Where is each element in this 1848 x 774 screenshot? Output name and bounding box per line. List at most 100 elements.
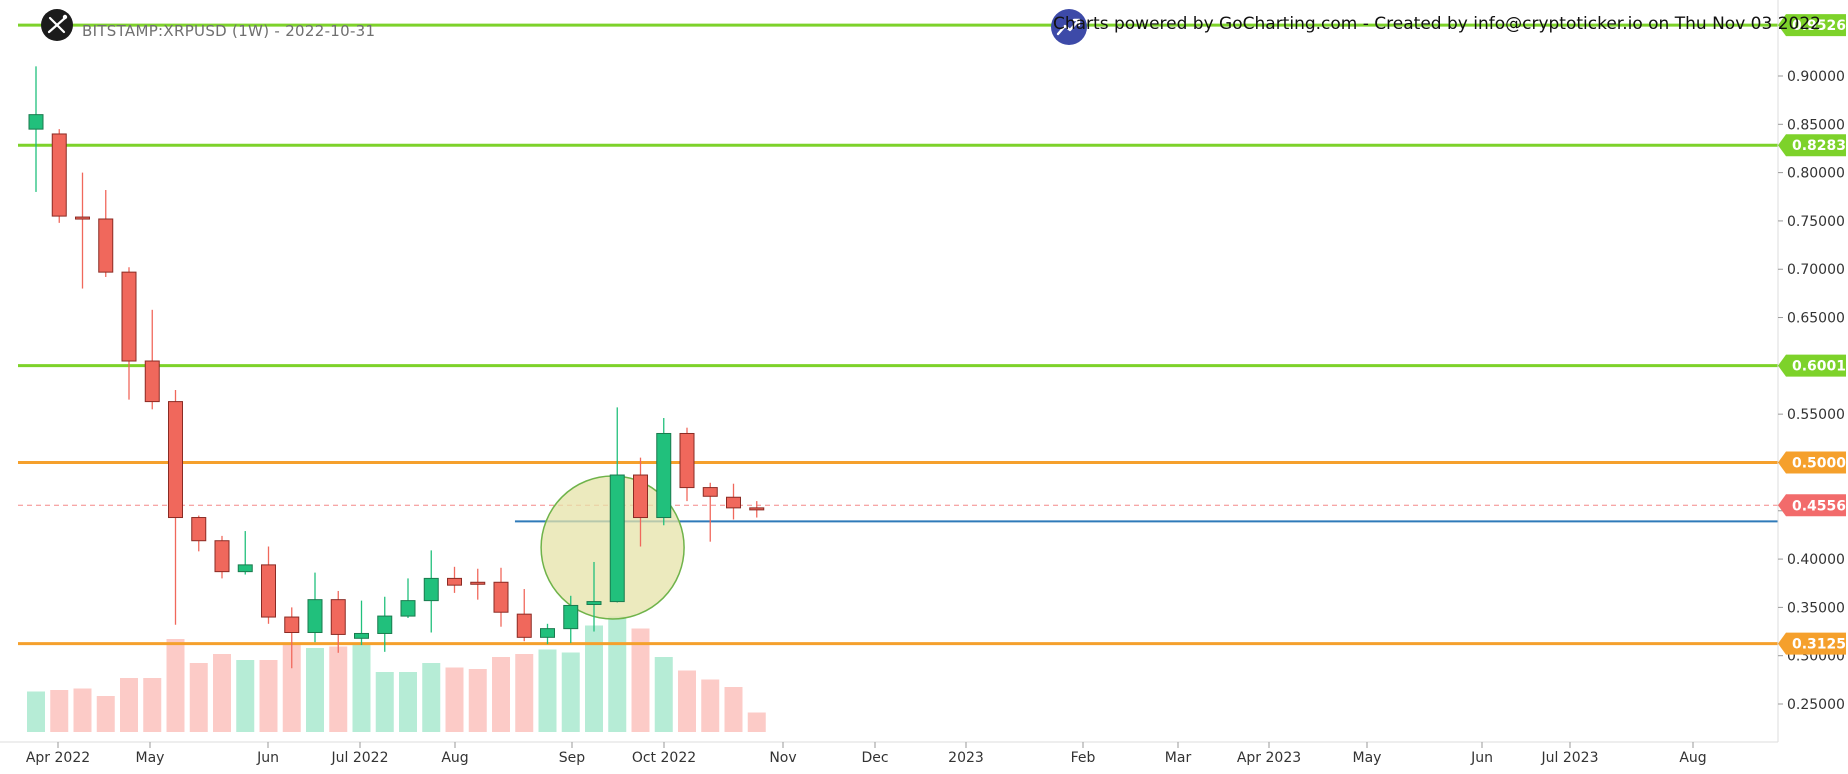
- candle-body: [28, 114, 44, 130]
- volume-bar: [96, 696, 115, 732]
- level-badge-shape: [1778, 451, 1846, 474]
- time-tick-label: Apr 2023: [1237, 750, 1301, 766]
- volume-bar: [50, 690, 69, 732]
- volume-bar: [352, 645, 371, 732]
- chart-credit: Charts powered by GoCharting.com - Creat…: [1053, 14, 1821, 34]
- candle-body: [400, 600, 416, 617]
- candle-body: [423, 577, 439, 602]
- volume-bar: [701, 679, 720, 732]
- candle-body: [307, 599, 323, 634]
- volume-bar: [654, 657, 673, 732]
- volume-bar: [678, 670, 696, 732]
- price-tick-label: 0.80000: [1787, 166, 1845, 182]
- time-axis: Apr 2022 May Jun Jul 2022 Aug Sep Oct 2022 Nov D…: [0, 741, 1778, 766]
- time-tick-label: Aug: [1679, 750, 1706, 766]
- candle-body: [586, 601, 602, 605]
- candle-body: [168, 401, 183, 519]
- time-tick-label: Jul 2023: [1541, 750, 1599, 766]
- gocharting-logo-icon: [41, 9, 73, 41]
- volume-bar: [724, 687, 743, 732]
- price-tick-label: 0.40000: [1787, 552, 1845, 568]
- volume-bar: [189, 663, 208, 732]
- candle-body: [354, 632, 369, 639]
- candle-body: [633, 474, 648, 519]
- time-tick-label: Nov: [769, 750, 796, 766]
- volume-bar: [73, 688, 92, 732]
- volume-bar: [585, 625, 603, 732]
- time-tick-label: Feb: [1071, 750, 1096, 766]
- candle-body: [330, 599, 346, 635]
- level-badge-shape: [1778, 14, 1846, 37]
- candle-body: [540, 628, 555, 638]
- volume-bar: [445, 667, 464, 732]
- volume-bar: [236, 660, 255, 732]
- time-tick-label: 2023: [948, 750, 984, 766]
- price-tick-label: 0.75000: [1787, 214, 1845, 230]
- level-badge-shape: [1778, 134, 1846, 157]
- time-tick-label: Apr 2022: [26, 750, 90, 766]
- candle-body: [214, 540, 230, 573]
- candle-body: [516, 613, 532, 638]
- last-price-badge-shape: [1778, 494, 1846, 517]
- volume-bar: [375, 672, 394, 732]
- time-tick-label: Mar: [1165, 750, 1192, 766]
- time-tick-label: Aug: [441, 750, 468, 766]
- candle-body: [98, 218, 114, 273]
- volume-bar: [282, 645, 301, 732]
- candle-body: [75, 216, 90, 220]
- candle-body: [191, 517, 207, 542]
- volume-bar: [468, 669, 487, 732]
- candle-body: [656, 432, 672, 519]
- volume-bar: [515, 654, 534, 732]
- volume-bar: [538, 649, 557, 732]
- candle-body: [237, 564, 253, 573]
- volume-bar: [143, 678, 162, 732]
- volume-bar: [561, 652, 580, 732]
- candle-body: [377, 615, 393, 634]
- volume-bar: [213, 654, 231, 732]
- time-tick-label: Jul 2022: [331, 750, 389, 766]
- candle-body: [679, 432, 695, 489]
- candle-body: [284, 616, 300, 634]
- price-tick-label: 0.85000: [1787, 117, 1845, 133]
- candle-body: [726, 496, 741, 509]
- price-tick-label: 0.90000: [1787, 69, 1845, 85]
- last-price-badge: 0.45568: [1792, 498, 1848, 514]
- trend-up-icon: [1051, 9, 1087, 45]
- volume-bar: [259, 660, 278, 732]
- time-tick-label: May: [136, 750, 165, 766]
- volume-bar: [329, 646, 348, 732]
- volume-bar: [120, 678, 138, 732]
- level-badge-shape: [1778, 354, 1846, 377]
- time-tick-label: Jun: [256, 750, 279, 766]
- level-badge-shape: [1778, 632, 1846, 655]
- candle-body: [144, 360, 160, 403]
- level-badge: 0.60017: [1792, 359, 1848, 375]
- volume-bar: [166, 639, 185, 732]
- time-tick-label: May: [1353, 750, 1382, 766]
- candle-body: [702, 487, 718, 497]
- candle-body: [563, 604, 579, 630]
- price-tick-label: 0.70000: [1787, 262, 1845, 278]
- volume-bar: [399, 672, 417, 732]
- candle-body: [447, 577, 462, 586]
- price-tick-label: 0.35000: [1787, 600, 1845, 616]
- volume-bar: [27, 691, 45, 732]
- price-tick-label: 0.65000: [1787, 311, 1845, 327]
- volume-bar: [631, 628, 650, 732]
- time-tick-label: Sep: [559, 750, 586, 766]
- price-tick-label: 0.55000: [1787, 407, 1845, 423]
- candle-body: [493, 581, 509, 613]
- volume-bars: [27, 616, 766, 732]
- price-tick-label: 0.25000: [1787, 697, 1845, 713]
- candle-body: [121, 271, 137, 362]
- time-tick-label: Dec: [861, 750, 888, 766]
- support-resistance-lines: [18, 23, 1778, 646]
- volume-bar: [608, 616, 627, 732]
